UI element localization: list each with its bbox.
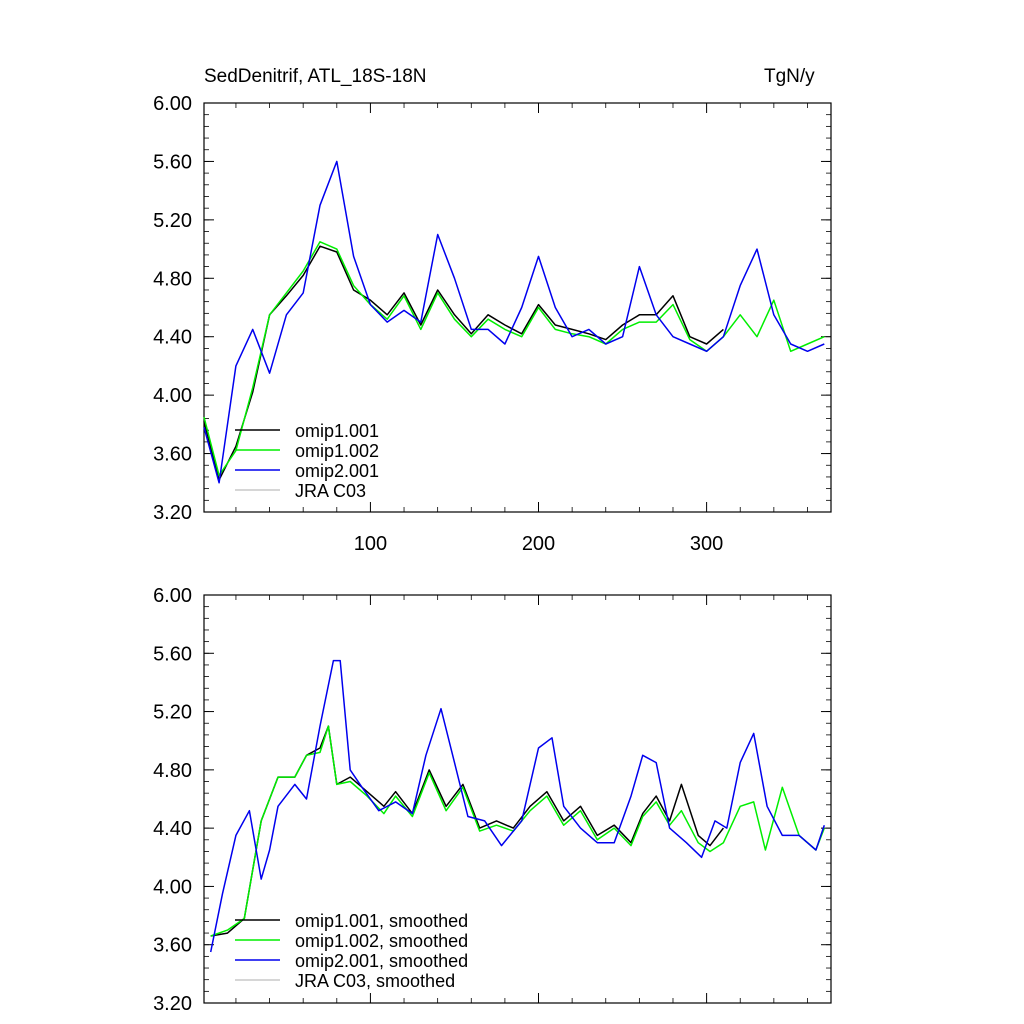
series-line-2: [209, 659, 826, 953]
chart-title: SedDenitrif, ATL_18S-18N: [204, 66, 427, 87]
y-tick-label: 5.20: [153, 702, 192, 724]
legend-label: omip2.001: [295, 461, 379, 481]
x-tick-label: 300: [690, 533, 723, 555]
bottom-panel: 3.20 3.60 4.00 4.40 4.80 5.20 5.60 6.00 omip1.00…: [153, 585, 832, 1015]
legend-label: omip1.001: [295, 421, 379, 441]
series-line-1: [210, 725, 826, 937]
y-tick-label: 3.60: [153, 444, 192, 466]
units-label: TgN/y: [764, 66, 815, 87]
y-tick-label: 4.00: [153, 876, 192, 898]
y-tick-label: 5.60: [153, 643, 192, 665]
plot-frame: [203, 594, 832, 1004]
series-line-2: [203, 160, 825, 484]
top-panel: 3.20 3.60 4.00 4.40 4.80 5.20 5.60 6.00 100 200 30…: [153, 93, 832, 555]
x-tick-label: 200: [522, 533, 555, 555]
y-tick-label: 4.40: [153, 818, 192, 840]
y-tick-label: 6.00: [153, 585, 192, 607]
y-tick-label: 3.20: [153, 502, 192, 524]
legend-label: omip1.002: [295, 441, 379, 461]
legend-label: JRA C03: [295, 481, 366, 501]
series-line-0: [203, 245, 724, 481]
y-tick-label: 4.80: [153, 268, 192, 290]
plot-frame: [203, 102, 832, 513]
y-tick-label: 6.00: [153, 93, 192, 115]
legend-label: omip2.001, smoothed: [295, 951, 468, 971]
y-tick-label: 5.20: [153, 210, 192, 232]
y-tick-label: 5.60: [153, 151, 192, 173]
y-tick-label: 4.80: [153, 760, 192, 782]
y-tick-label: 4.00: [153, 385, 192, 407]
legend-label: JRA C03, smoothed: [295, 971, 455, 991]
y-tick-label: 3.20: [153, 993, 192, 1015]
y-tick-label: 4.40: [153, 327, 192, 349]
legend-label: omip1.002, smoothed: [295, 931, 468, 951]
legend-label: omip1.001, smoothed: [295, 911, 468, 931]
x-tick-label: 100: [354, 533, 387, 555]
y-tick-label: 3.60: [153, 935, 192, 957]
